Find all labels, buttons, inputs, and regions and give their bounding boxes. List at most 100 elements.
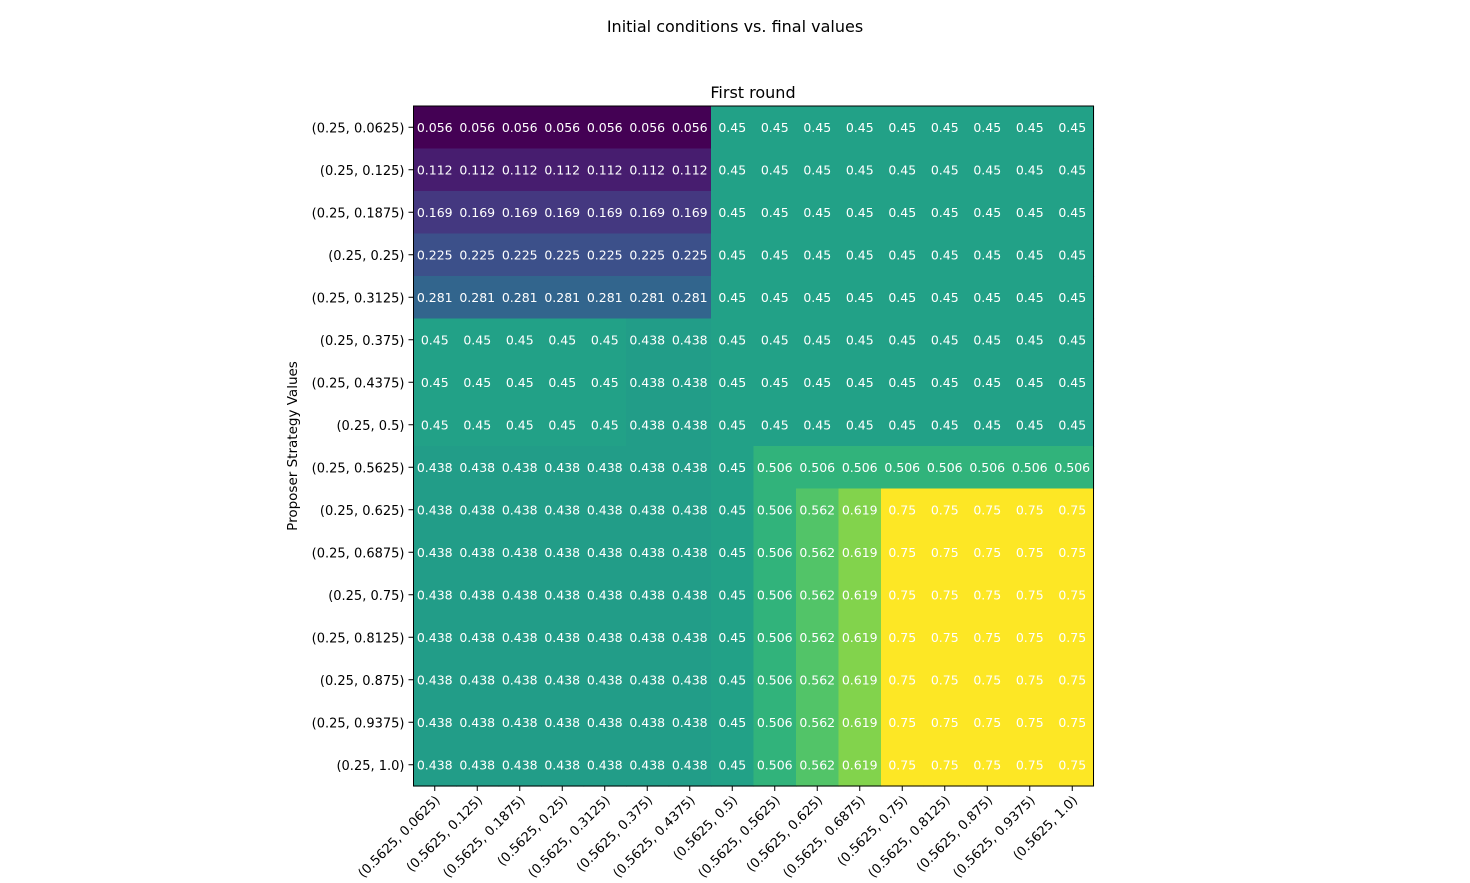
heatmap-cell bbox=[1008, 488, 1052, 532]
heatmap-cell bbox=[498, 743, 542, 787]
heatmap-cell-label: 0.438 bbox=[544, 587, 580, 602]
heatmap-cell bbox=[1051, 488, 1095, 532]
heatmap-cell-label: 0.438 bbox=[502, 545, 538, 560]
heatmap-cell bbox=[456, 531, 500, 575]
heatmap-cell-label: 0.45 bbox=[1058, 290, 1086, 305]
heatmap-cell-label: 0.438 bbox=[672, 375, 708, 390]
heatmap-cell-label: 0.45 bbox=[888, 375, 916, 390]
heatmap-cell-label: 0.45 bbox=[718, 672, 746, 687]
y-tick-label: (0.25, 0.25) bbox=[328, 249, 404, 264]
heatmap-cell bbox=[456, 276, 500, 320]
heatmap-cell-label: 0.438 bbox=[459, 757, 495, 772]
heatmap-cell bbox=[881, 106, 925, 150]
heatmap-cell-label: 0.45 bbox=[421, 375, 449, 390]
heatmap-cell-label: 0.056 bbox=[672, 120, 708, 135]
x-tick-label: (0.5625, 0.375) bbox=[574, 793, 656, 875]
heatmap-cell bbox=[583, 701, 627, 745]
heatmap-cell bbox=[413, 701, 457, 745]
heatmap-cell bbox=[498, 106, 542, 150]
heatmap-cell bbox=[796, 318, 840, 362]
heatmap-cell-label: 0.45 bbox=[931, 417, 959, 432]
figure-suptitle: Initial conditions vs. final values bbox=[607, 17, 863, 36]
heatmap-cell-label: 0.281 bbox=[672, 290, 708, 305]
heatmap-cell-label: 0.506 bbox=[842, 460, 878, 475]
heatmap-cell bbox=[1051, 191, 1095, 235]
heatmap-cell-label: 0.438 bbox=[672, 502, 708, 517]
y-tick-label: (0.25, 0.75) bbox=[328, 589, 404, 604]
heatmap-cell-label: 0.438 bbox=[672, 332, 708, 347]
heatmap-cell-label: 0.438 bbox=[544, 545, 580, 560]
heatmap-cell bbox=[881, 361, 925, 405]
heatmap-cell bbox=[626, 361, 670, 405]
heatmap-cell-label: 0.45 bbox=[718, 502, 746, 517]
heatmap-cell bbox=[838, 616, 882, 660]
heatmap-cell-label: 0.75 bbox=[888, 630, 916, 645]
heatmap-cell bbox=[668, 701, 712, 745]
heatmap-cell-label: 0.438 bbox=[587, 757, 623, 772]
heatmap-cell bbox=[626, 743, 670, 787]
heatmap-cell bbox=[881, 573, 925, 617]
heatmap-cell bbox=[753, 191, 797, 235]
heatmap-cell bbox=[456, 488, 500, 532]
heatmap-cell bbox=[583, 361, 627, 405]
heatmap-cell bbox=[583, 531, 627, 575]
heatmap-cell-label: 0.45 bbox=[506, 332, 534, 347]
x-axis-ticks: (0.5625, 0.0625)(0.5625, 0.125)(0.5625, … bbox=[356, 786, 1081, 881]
heatmap-cell-label: 0.75 bbox=[1058, 587, 1086, 602]
heatmap-cell-label: 0.45 bbox=[803, 417, 831, 432]
heatmap-cell-label: 0.619 bbox=[842, 587, 878, 602]
heatmap-cell bbox=[881, 658, 925, 702]
heatmap-cell bbox=[541, 531, 585, 575]
heatmap-cell bbox=[541, 743, 585, 787]
heatmap-cell bbox=[753, 743, 797, 787]
heatmap-cell-label: 0.75 bbox=[973, 545, 1001, 560]
heatmap-cell bbox=[626, 701, 670, 745]
heatmap-cell-label: 0.438 bbox=[459, 630, 495, 645]
heatmap-cell bbox=[796, 616, 840, 660]
heatmap-cell-label: 0.45 bbox=[718, 757, 746, 772]
heatmap-cell bbox=[923, 276, 967, 320]
heatmap-cell-label: 0.45 bbox=[1058, 417, 1086, 432]
heatmap-cell-label: 0.438 bbox=[417, 545, 453, 560]
heatmap-cell bbox=[498, 233, 542, 277]
heatmap-cell bbox=[413, 148, 457, 192]
heatmap-cell bbox=[796, 701, 840, 745]
heatmap-cell-label: 0.45 bbox=[973, 332, 1001, 347]
heatmap-cell-label: 0.225 bbox=[417, 247, 453, 262]
heatmap-cell-label: 0.438 bbox=[502, 715, 538, 730]
heatmap-cell-label: 0.45 bbox=[1058, 205, 1086, 220]
heatmap-cell-label: 0.619 bbox=[842, 672, 878, 687]
heatmap-cell-label: 0.75 bbox=[931, 757, 959, 772]
heatmap-cell-label: 0.438 bbox=[629, 417, 665, 432]
heatmap-cell bbox=[711, 276, 755, 320]
heatmap-cell-label: 0.45 bbox=[761, 120, 789, 135]
heatmap-cell-label: 0.75 bbox=[1016, 630, 1044, 645]
heatmap-cell-label: 0.562 bbox=[799, 630, 835, 645]
heatmap-cell bbox=[753, 361, 797, 405]
heatmap-cell-label: 0.45 bbox=[718, 417, 746, 432]
heatmap-cell-label: 0.75 bbox=[973, 672, 1001, 687]
heatmap-cell bbox=[753, 701, 797, 745]
heatmap-cell bbox=[711, 191, 755, 235]
heatmap-cell bbox=[838, 361, 882, 405]
heatmap-cell-label: 0.45 bbox=[718, 247, 746, 262]
y-tick-label: (0.25, 0.1875) bbox=[312, 206, 405, 221]
heatmap-cell-label: 0.75 bbox=[1058, 672, 1086, 687]
heatmap-cell-label: 0.75 bbox=[973, 502, 1001, 517]
heatmap-cell bbox=[838, 148, 882, 192]
heatmap-cell bbox=[413, 616, 457, 660]
heatmap-cell bbox=[541, 361, 585, 405]
heatmap-cell bbox=[456, 361, 500, 405]
heatmap-cell bbox=[626, 106, 670, 150]
heatmap-cell bbox=[456, 573, 500, 617]
heatmap-cell bbox=[498, 361, 542, 405]
heatmap-cell bbox=[668, 573, 712, 617]
heatmap-cell bbox=[1008, 191, 1052, 235]
heatmap-cell-label: 0.45 bbox=[1016, 290, 1044, 305]
heatmap-cell bbox=[711, 488, 755, 532]
heatmap-cell bbox=[583, 403, 627, 447]
heatmap-cell bbox=[881, 233, 925, 277]
heatmap-cell bbox=[753, 616, 797, 660]
heatmap-cell-label: 0.75 bbox=[888, 587, 916, 602]
heatmap-cell-label: 0.45 bbox=[803, 290, 831, 305]
